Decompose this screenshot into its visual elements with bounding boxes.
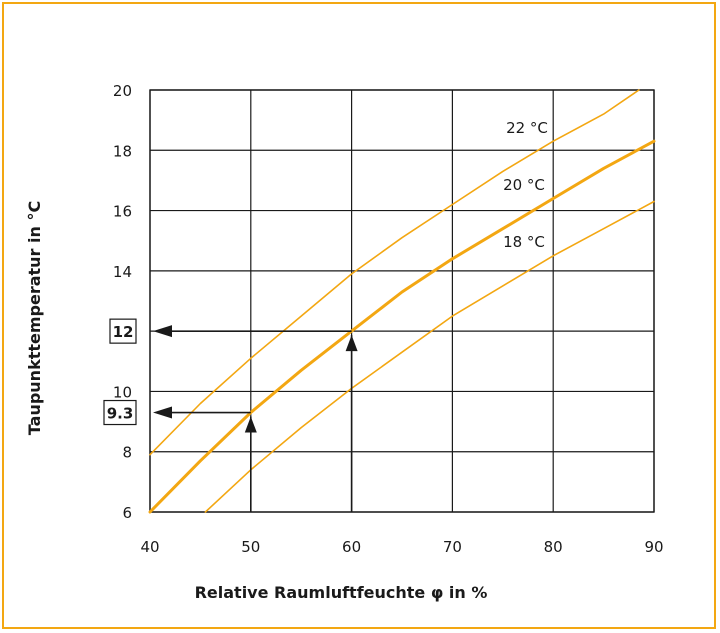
y-tick-label-14: 14 [113,263,132,281]
marker-label-9-3: 9.3 [107,405,134,423]
guide-arrows: 9.3 12 [103,318,358,512]
marker-box-9-3 [103,399,137,426]
arrowhead-left-12 [153,325,172,338]
marker-label-12: 12 [113,323,134,341]
curve-18c [204,200,655,513]
arrowhead-up-12 [345,335,358,352]
y-tick-label-8: 8 [122,444,132,462]
curve-labels: 22 °C 20 °C 18 °C [503,119,548,251]
y-axis-title: Taupunkttemperatur in °C [25,201,44,435]
x-tick-label-70: 70 [443,538,462,556]
x-tick-label-50: 50 [241,538,260,556]
x-tick-label-60: 60 [342,538,361,556]
tick-labels: 40 50 60 70 80 90 6 8 10 14 16 18 20 [113,82,664,556]
arrowhead-left-9-3 [153,406,172,419]
x-tick-label-90: 90 [644,538,663,556]
arrowhead-up-9-3 [244,416,257,433]
y-tick-label-20: 20 [113,82,132,100]
marker-box-12 [109,318,137,344]
curve-label-20c: 20 °C [503,176,545,194]
curve-22c [149,89,640,456]
curve-20c [148,139,656,514]
y-tick-label-10: 10 [113,383,132,401]
y-tick-label-6: 6 [122,504,132,522]
x-axis-title: Relative Raumluftfeuchte φ in % [195,583,488,602]
plot-border [149,89,655,513]
grid [149,89,655,513]
curve-label-18c: 18 °C [503,233,545,251]
curve-label-22c: 22 °C [506,119,548,137]
y-tick-label-18: 18 [113,142,132,160]
y-tick-label-16: 16 [113,203,132,221]
curves [148,89,656,514]
x-tick-label-40: 40 [140,538,159,556]
x-tick-label-80: 80 [544,538,563,556]
